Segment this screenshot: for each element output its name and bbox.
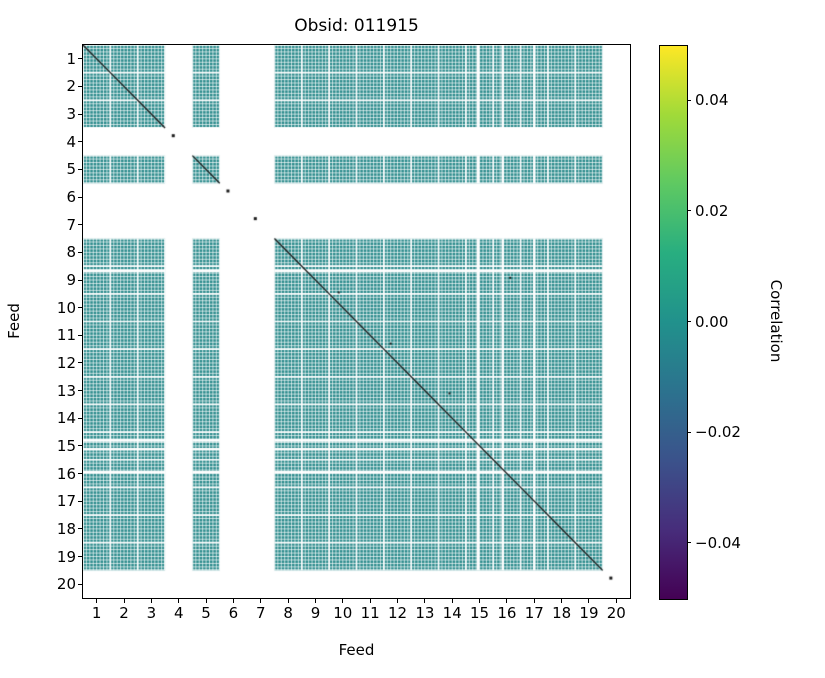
y-tick-mark: [78, 196, 82, 198]
colorbar-tick-label: −0.04: [695, 533, 741, 552]
y-axis-label: Feed: [5, 303, 23, 339]
y-tick-mark: [78, 556, 82, 558]
y-tick-mark: [78, 85, 82, 87]
colorbar-tick-label: −0.02: [695, 423, 741, 442]
x-tick-label: 10: [333, 604, 353, 622]
x-tick-label: 20: [606, 604, 626, 622]
x-tick-label: 9: [310, 604, 321, 622]
y-tick-label: 16: [56, 464, 76, 483]
x-tick-mark: [178, 599, 180, 603]
x-tick-label: 17: [524, 604, 544, 622]
x-tick-label: 12: [387, 604, 408, 622]
y-tick-label: 14: [56, 409, 76, 428]
y-tick-mark: [78, 168, 82, 170]
x-tick-mark: [342, 599, 344, 603]
x-tick-mark: [150, 599, 152, 603]
colorbar-tick-label: 0.00: [695, 312, 729, 331]
x-tick-mark: [123, 599, 125, 603]
y-tick-label: 1: [66, 49, 76, 68]
colorbar-tick-mark: [687, 99, 691, 101]
colorbar-label: Correlation: [767, 279, 785, 363]
y-tick-label: 6: [66, 188, 76, 207]
y-tick-mark: [78, 528, 82, 530]
y-tick-label: 3: [66, 105, 76, 124]
y-tick-label: 8: [66, 243, 76, 262]
y-tick-mark: [78, 583, 82, 585]
y-tick-mark: [78, 445, 82, 447]
heatmap-canvas: [83, 45, 630, 598]
y-tick-mark: [78, 58, 82, 60]
y-tick-label: 7: [66, 215, 76, 234]
x-tick-mark: [533, 599, 535, 603]
chart-title: Obsid: 011915: [294, 16, 419, 36]
x-tick-label: 6: [228, 604, 239, 622]
y-tick-label: 20: [56, 575, 76, 594]
y-tick-label: 15: [56, 436, 76, 455]
y-tick-label: 2: [66, 77, 76, 96]
y-tick-mark: [78, 141, 82, 143]
colorbar-tick-mark: [687, 321, 691, 322]
y-tick-label: 4: [66, 132, 76, 151]
y-tick-label: 13: [56, 381, 76, 400]
x-tick-mark: [561, 599, 563, 603]
colorbar-tick-mark: [687, 431, 691, 433]
x-tick-label: 7: [255, 604, 266, 622]
x-tick-mark: [615, 599, 617, 603]
x-axis-label: Feed: [338, 641, 375, 659]
x-tick-mark: [205, 599, 207, 603]
y-tick-mark: [78, 362, 82, 364]
x-tick-mark: [96, 599, 98, 603]
x-tick-mark: [424, 599, 426, 603]
x-tick-label: 11: [360, 604, 380, 622]
x-tick-label: 1: [91, 604, 102, 622]
colorbar-tick-label: 0.02: [695, 201, 729, 220]
x-tick-mark: [260, 599, 262, 603]
y-tick-mark: [78, 500, 82, 502]
y-tick-label: 5: [66, 160, 76, 179]
y-tick-mark: [78, 307, 82, 309]
x-tick-label: 13: [415, 604, 435, 622]
x-tick-label: 5: [201, 604, 211, 622]
x-tick-label: 4: [173, 604, 184, 622]
y-tick-label: 17: [56, 492, 76, 511]
x-tick-label: 3: [146, 604, 157, 622]
plot-area: [82, 44, 631, 599]
x-tick-mark: [287, 599, 289, 603]
x-tick-mark: [479, 599, 481, 603]
x-tick-mark: [314, 599, 316, 603]
y-tick-mark: [78, 417, 82, 419]
colorbar-tick-mark: [687, 210, 691, 212]
x-tick-mark: [451, 599, 453, 603]
colorbar-tick-label: 0.04: [695, 91, 729, 110]
y-tick-mark: [78, 334, 82, 336]
x-tick-label: 2: [119, 604, 129, 622]
y-tick-label: 18: [56, 519, 76, 538]
x-tick-label: 18: [552, 604, 572, 622]
x-tick-mark: [506, 599, 508, 603]
y-tick-mark: [78, 113, 82, 115]
x-tick-label: 8: [283, 604, 293, 622]
colorbar-tick-mark: [687, 542, 691, 544]
y-tick-mark: [78, 473, 82, 475]
y-tick-mark: [78, 251, 82, 253]
x-tick-mark: [397, 599, 399, 603]
x-tick-label: 15: [470, 604, 490, 622]
x-tick-mark: [232, 599, 234, 603]
y-tick-label: 19: [56, 547, 76, 566]
y-tick-mark: [78, 390, 82, 392]
x-tick-mark: [369, 599, 371, 603]
x-tick-label: 19: [579, 604, 599, 622]
colorbar-gradient: [660, 46, 687, 599]
colorbar: [659, 45, 688, 600]
x-tick-label: 16: [497, 604, 517, 622]
x-tick-mark: [588, 599, 590, 603]
y-tick-mark: [78, 279, 82, 281]
y-tick-label: 12: [56, 353, 76, 372]
y-tick-label: 11: [56, 326, 76, 345]
y-tick-label: 9: [66, 271, 76, 290]
x-tick-label: 14: [442, 604, 462, 622]
y-tick-label: 10: [56, 298, 76, 317]
y-tick-mark: [78, 224, 82, 226]
